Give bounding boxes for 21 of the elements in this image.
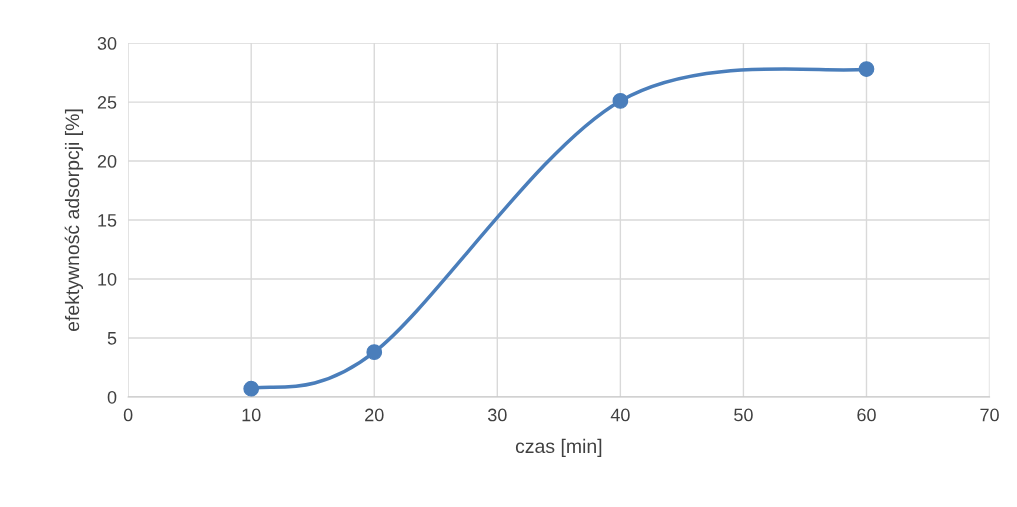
x-tick-label: 20 <box>365 408 384 422</box>
y-tick-label: 0 <box>107 390 117 404</box>
y-tick-label: 25 <box>97 96 117 109</box>
y-tick-label: 30 <box>97 37 117 50</box>
point <box>612 93 629 109</box>
point <box>243 380 260 397</box>
y-tick-label: 15 <box>98 214 117 227</box>
x-axis-title: czas [min] <box>515 438 602 457</box>
y-tick-label: 5 <box>107 332 117 345</box>
x-tick-label: 30 <box>487 408 507 422</box>
x-tick-label: 50 <box>734 408 753 422</box>
x-tick-label: 60 <box>857 408 876 422</box>
x-tick-label: 70 <box>980 408 999 422</box>
y-tick-label: 10 <box>98 272 117 286</box>
x-tick-label: 0 <box>123 408 133 422</box>
point <box>858 61 875 77</box>
y-axis-title: efektywność adsorpcji [%] <box>64 109 84 332</box>
x-tick-label: 40 <box>610 408 630 422</box>
point <box>366 344 383 361</box>
x-tick-label: 10 <box>242 408 261 422</box>
y-tick-label: 20 <box>97 154 117 168</box>
